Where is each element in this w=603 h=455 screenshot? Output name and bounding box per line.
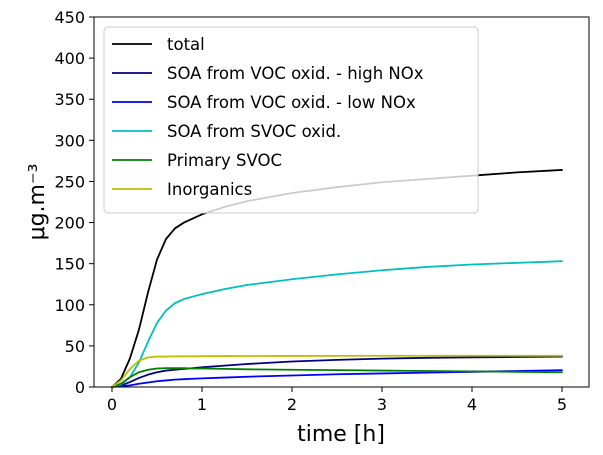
x-tick-label: 5 [557, 395, 567, 414]
x-tick-label: 2 [287, 395, 297, 414]
x-tick-label: 3 [377, 395, 387, 414]
y-tick-label: 150 [54, 255, 85, 274]
legend-label-4: Primary SVOC [167, 151, 282, 170]
legend: total SOA from VOC oxid. - high NOx SOA fr… [103, 26, 479, 214]
series-lines [111, 169, 563, 388]
y-tick-label: 0 [75, 378, 85, 397]
y-tick-label: 350 [54, 90, 85, 109]
series-line-5 [111, 354, 563, 388]
legend-label-2: SOA from VOC oxid. - low NOx [167, 93, 416, 112]
legend-label-5: Inorganics [167, 180, 252, 199]
series-line-3 [111, 260, 563, 388]
legend-label-1: SOA from VOC oxid. - high NOx [167, 64, 424, 83]
y-tick-label: 250 [54, 172, 85, 191]
x-axis-label: time [h] [297, 422, 385, 447]
legend-label-0: total [167, 35, 205, 54]
x-tick-label: 0 [107, 395, 117, 414]
y-tick-label: 100 [54, 296, 85, 315]
legend-label-3: SOA from SVOC oxid. [167, 122, 341, 141]
y-tick-label: 200 [54, 214, 85, 233]
series-line-2 [111, 369, 563, 388]
y-tick-label: 50 [65, 337, 85, 356]
y-tick-label: 450 [54, 8, 85, 27]
x-tick-label: 4 [467, 395, 477, 414]
x-tick-label: 1 [197, 395, 207, 414]
plot-frame [93, 16, 590, 388]
legend-box [103, 26, 479, 214]
series-line-4 [111, 367, 563, 388]
y-axis-label: μg.m⁻³ [25, 164, 50, 241]
y-tick-label: 400 [54, 49, 85, 68]
y-tick-label: 300 [54, 131, 85, 150]
